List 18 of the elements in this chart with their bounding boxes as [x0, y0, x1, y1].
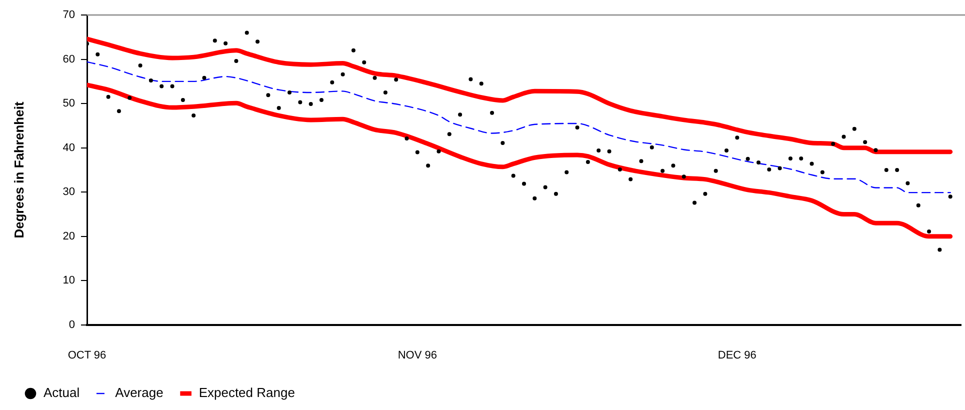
- y-tick-label: 50: [62, 98, 75, 110]
- legend-label: Expected Range: [198, 385, 295, 400]
- y-tick-label: 0: [68, 319, 75, 332]
- y-tick-label: 60: [62, 53, 75, 66]
- line-series: [87, 61, 951, 194]
- line-series: [87, 36, 953, 154]
- x-tick-label: OCT 96: [68, 350, 106, 362]
- legend-label: Actual: [44, 385, 80, 400]
- y-tick-label: 10: [62, 274, 75, 287]
- y-tick-label: 70: [62, 9, 75, 22]
- y-tick-label: 20: [62, 230, 75, 242]
- y-tick-label: 40: [62, 142, 75, 154]
- line-series: [87, 82, 953, 239]
- y-axis-title: Degrees in Fahrenheit: [11, 101, 26, 238]
- x-tick-label: NOV 96: [398, 350, 437, 362]
- y-tick-label: 30: [62, 186, 75, 198]
- legend-label: Average: [115, 385, 164, 400]
- x-tick-label: DEC 96: [718, 350, 756, 362]
